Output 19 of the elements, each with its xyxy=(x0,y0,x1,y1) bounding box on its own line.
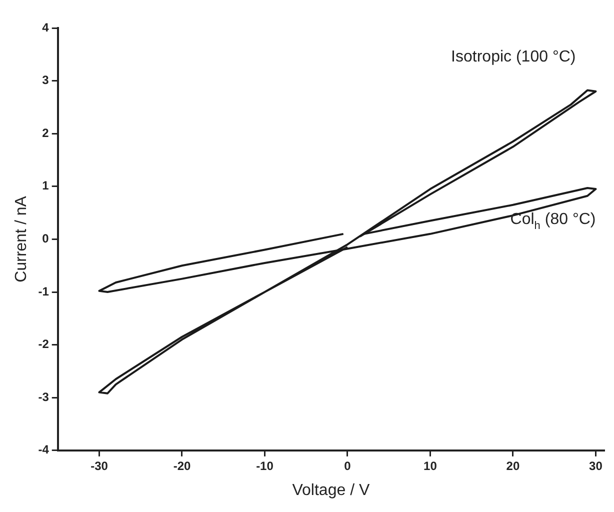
x-tick-label: 30 xyxy=(589,458,603,473)
y-tick-label: 2 xyxy=(42,126,50,140)
y-tick-label: -1 xyxy=(38,284,50,298)
x-tick-label: -20 xyxy=(173,458,191,473)
y-tick-label: -2 xyxy=(38,337,50,352)
y-axis-title: Current / nA xyxy=(13,196,30,282)
y-tick-label: 1 xyxy=(42,178,50,193)
y-tick-label: 0 xyxy=(42,232,50,246)
x-tick-label: -10 xyxy=(256,458,274,473)
x-tick-label: 20 xyxy=(506,458,520,473)
series-label: Isotropic (100 °C) xyxy=(451,48,576,66)
y-tick-label: 3 xyxy=(42,73,50,88)
x-axis-title: Voltage / V xyxy=(292,482,370,499)
y-tick-label: -4 xyxy=(38,442,50,457)
x-tick-label: 0 xyxy=(344,458,352,473)
y-tick-label: 4 xyxy=(42,20,50,34)
x-tick-label: -30 xyxy=(90,458,108,473)
y-tick-label: -3 xyxy=(38,390,50,404)
x-tick-label: 10 xyxy=(424,458,438,473)
